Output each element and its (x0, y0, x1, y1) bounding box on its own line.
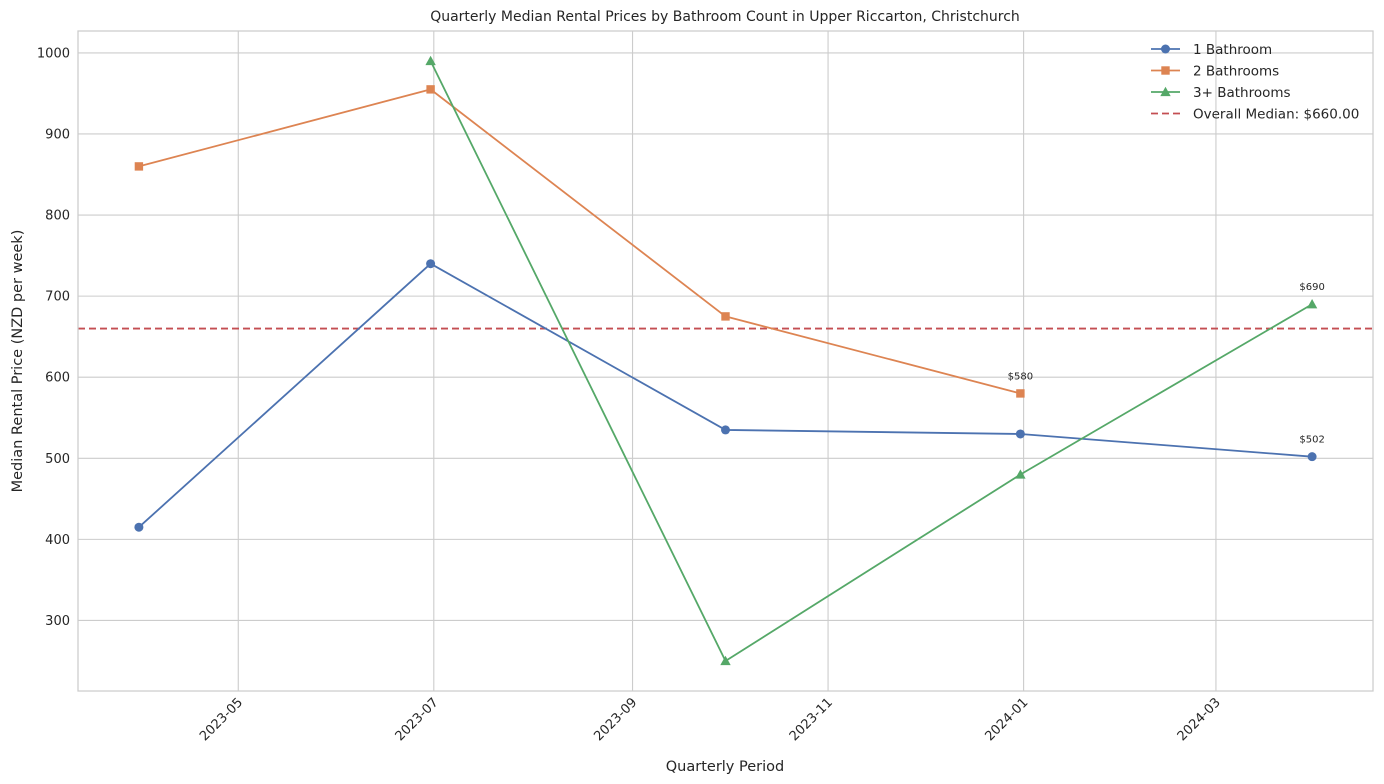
data-point (1306, 299, 1318, 309)
data-point (134, 522, 144, 532)
legend-label: Overall Median: $660.00 (1193, 107, 1359, 123)
plot-background (78, 31, 1373, 691)
y-axis-label: Median Rental Price (NZD per week) (10, 230, 26, 493)
data-point (721, 425, 730, 435)
data-point (426, 85, 435, 94)
data-label: $502 (1299, 435, 1324, 446)
x-tick-label: 2023-05 (197, 695, 246, 744)
series-line (429, 60, 1313, 662)
y-tick-label: 800 (45, 209, 70, 224)
legend-marker (1161, 44, 1170, 54)
legend-marker (1160, 86, 1171, 97)
y-tick-label: 300 (45, 614, 70, 629)
legend-item: Overall Median: $660.00 (1151, 107, 1359, 123)
legend-label: 3+ Bathrooms (1193, 85, 1291, 101)
data-point (1015, 469, 1026, 479)
x-tick-label: 2024-03 (1175, 695, 1224, 744)
x-axis-label: Quarterly Period (666, 759, 784, 775)
series-3 (425, 55, 1318, 666)
x-tick-label: 2023-09 (591, 695, 640, 744)
series-1 (134, 259, 1317, 532)
legend-item: 1 Bathroom (1151, 42, 1272, 58)
series-group (134, 55, 1318, 666)
y-tick-label: 600 (45, 371, 70, 386)
x-tick-label: 2023-11 (787, 695, 836, 744)
x-tick-labels: 2023-05 2023-07 2023-09 2023-11 2024-01 2024-… (197, 695, 1224, 744)
y-grid (78, 52, 1373, 622)
y-tick-label: 900 (45, 127, 70, 142)
data-point (721, 312, 730, 321)
data-point (425, 55, 436, 66)
y-tick-labels: 300 400 500 600 700 800 900 1000 (37, 46, 70, 629)
series-2 (134, 85, 1025, 398)
legend-item: 2 Bathrooms (1151, 64, 1279, 80)
y-tick-label: 500 (45, 452, 70, 467)
y-tick-label: 700 (45, 290, 70, 305)
data-label: $580 (1008, 371, 1033, 382)
legend-marker (1161, 66, 1170, 75)
plot-frame (77, 30, 1374, 692)
y-tick-label: 400 (45, 533, 70, 548)
x-tick-label: 2023-07 (393, 695, 442, 744)
legend-item: 3+ Bathrooms (1151, 85, 1291, 101)
legend-label: 1 Bathroom (1193, 42, 1272, 58)
y-tick-label: 1000 (37, 46, 70, 61)
data-point (1015, 429, 1025, 439)
chart-title: Quarterly Median Rental Prices by Bathro… (430, 9, 1020, 25)
data-point (426, 259, 436, 269)
legend-label: 2 Bathrooms (1193, 64, 1279, 80)
data-point (1307, 452, 1317, 462)
data-point (134, 162, 144, 171)
data-point (1016, 389, 1025, 398)
data-point (720, 655, 731, 666)
data-label: $690 (1299, 282, 1324, 293)
x-tick-label: 2024-01 (982, 695, 1031, 744)
series-line (138, 88, 1021, 395)
annotations: $580 $690 $502 (1008, 282, 1325, 445)
legend: 1 Bathroom 2 Bathrooms 3+ Bathrooms Overall… (1151, 42, 1359, 123)
